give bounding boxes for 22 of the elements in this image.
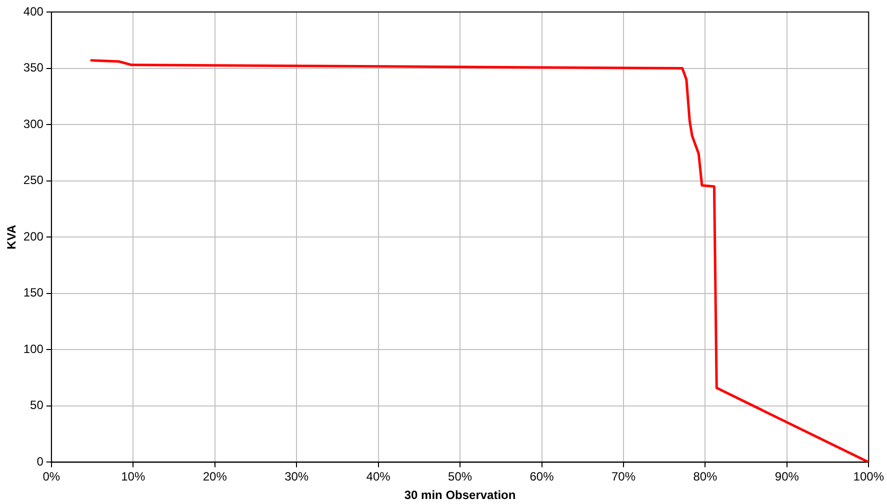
x-tick-label: 70% xyxy=(611,470,636,484)
y-tick-label: 150 xyxy=(23,286,44,300)
y-tick-label: 0 xyxy=(36,454,44,469)
x-tick-label: 0% xyxy=(42,470,60,484)
y-axis-title: KVA xyxy=(4,224,19,250)
x-tick-label: 40% xyxy=(366,470,391,484)
y-tick-label: 200 xyxy=(23,229,44,244)
x-tick-label: 90% xyxy=(774,470,800,484)
x-axis-title: 30 min Observation xyxy=(404,488,516,502)
y-tick-label: 300 xyxy=(23,116,44,131)
x-tick-label: 100% xyxy=(853,470,884,484)
x-tick-label: 20% xyxy=(202,470,228,484)
x-tick-label: 60% xyxy=(530,470,554,484)
y-tick-label: 100 xyxy=(23,342,44,356)
x-tick-label: 80% xyxy=(693,470,718,484)
y-tick-label: 250 xyxy=(23,173,44,188)
x-tick-label: 10% xyxy=(121,470,146,484)
y-tick-label: 50 xyxy=(30,398,44,412)
x-tick-label: 50% xyxy=(448,470,472,484)
y-tick-label: 400 xyxy=(23,4,44,18)
x-tick-label: 30% xyxy=(284,470,309,484)
y-tick-label: 350 xyxy=(23,60,44,75)
